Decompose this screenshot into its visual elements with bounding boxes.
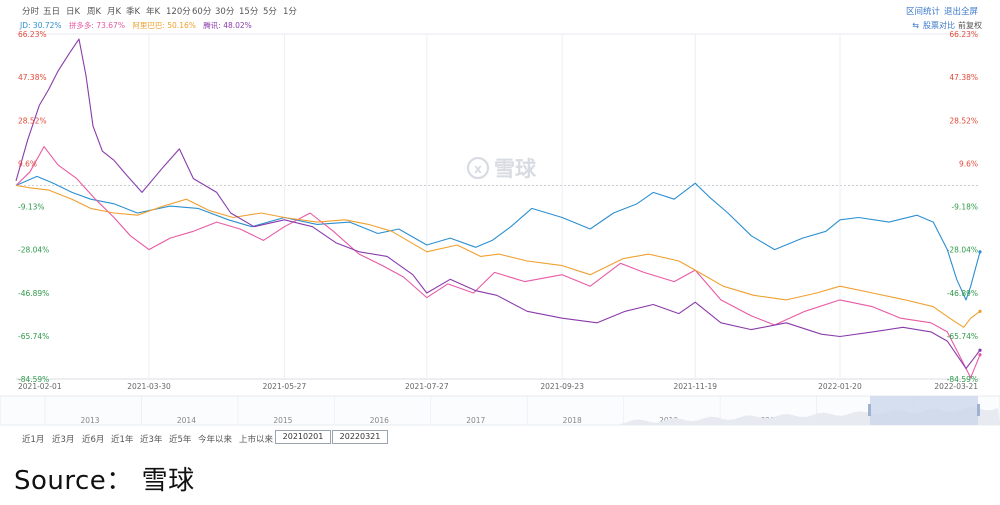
period-toolbar: 分时 五日 日K 周K 月K 季K 年K 120分 60分 30分 15分 5分… (0, 0, 1000, 17)
y-tick-right: 66.23% (949, 30, 978, 39)
comparison-chart[interactable]: x 雪球 66.23% 47.38% 28.52% 9.6% -9.13% -28.04% -… (0, 0, 1000, 428)
period-weekly[interactable]: 周K (87, 7, 102, 17)
navigator-year-label: 2016 (370, 416, 389, 425)
period-5min[interactable]: 5分 (263, 7, 277, 17)
legend-alibaba-value: 50.16% (167, 21, 196, 30)
series-end-point-0 (978, 250, 982, 254)
series-line-1 (15, 146, 981, 379)
period-60min[interactable]: 60分 (192, 7, 212, 17)
range-navigator[interactable]: 2013201420152016201720182019202020212022 (0, 395, 1000, 426)
series-end-point-2 (978, 309, 982, 313)
y-tick-right: -84.59% (947, 375, 978, 384)
grid-layer (16, 33, 980, 380)
legend-alibaba-label: 阿里巴巴 (132, 21, 163, 30)
range-1y[interactable]: 近1年 (111, 435, 134, 445)
y-tick-right: 47.38% (949, 73, 978, 82)
x-tick-label: 2021-09-23 (540, 382, 584, 391)
period-15min[interactable]: 15分 (239, 7, 259, 17)
navigator-handle-left (868, 404, 871, 416)
x-tick-label: 2021-07-27 (405, 382, 449, 391)
x-tick-label: 2021-05-27 (263, 382, 307, 391)
period-monthly[interactable]: 月K (107, 7, 122, 17)
y-tick-right: 9.6% (959, 160, 978, 169)
series-layer (15, 38, 982, 379)
period-minute[interactable]: 分时 (22, 7, 40, 17)
y-tick-left: 28.52% (18, 116, 47, 125)
range-3m[interactable]: 近3月 (52, 435, 75, 445)
navigator-year-label: 2013 (80, 416, 99, 425)
y-tick-right: -65.74% (947, 332, 978, 341)
y-tick-left: 9.6% (18, 160, 37, 169)
source-caption: Source： 雪球 (14, 466, 195, 496)
navigator-year-label: 2014 (177, 416, 196, 425)
legend-tencent-label: 腾讯 (203, 21, 219, 30)
series-end-point-1 (978, 353, 982, 357)
legend-pdd-value: 73.67% (96, 21, 125, 30)
y-tick-right: 28.52% (949, 116, 978, 125)
exit-fullscreen-link[interactable]: 退出全屏 (944, 7, 979, 17)
watermark-logo-letter: x (474, 162, 482, 176)
legend-tencent: 腾讯: 48.02% (203, 21, 252, 30)
legend-tencent-value: 48.02% (223, 21, 252, 30)
adjust-mode-select[interactable]: 前复权 (958, 21, 982, 30)
range-5y[interactable]: 近5年 (169, 435, 192, 445)
series-line-3 (15, 38, 981, 370)
series-line-0 (15, 175, 981, 301)
xueqiu-watermark: x 雪球 (466, 156, 537, 181)
range-bar: 近1月 近3月 近6月 近1年 近3年 近5年 今年以来 上市以来 202102… (0, 428, 1000, 446)
watermark-text: 雪球 (494, 157, 537, 181)
legend-pdd-label: 拼多多 (68, 21, 92, 30)
stock-compare-link[interactable]: 股票对比 (923, 21, 955, 30)
legend-jd: JD: 30.72% (20, 21, 62, 30)
x-tick-label: 2022-01-20 (818, 382, 862, 391)
y-tick-left: 47.38% (18, 73, 47, 82)
interval-stats-link[interactable]: 区间统计 (906, 7, 941, 17)
legend-pdd: 拼多多: 73.67% (68, 21, 125, 30)
y-tick-left: -84.59% (18, 375, 49, 384)
series-end-point-3 (978, 348, 982, 352)
x-tick-label: 2021-11-19 (673, 382, 717, 391)
period-5day[interactable]: 五日 (43, 7, 61, 17)
left-y-axis: 66.23% 47.38% 28.52% 9.6% -9.13% -28.04% -46.8… (18, 30, 49, 384)
period-quarterly[interactable]: 季K (126, 7, 141, 17)
x-tick-label: 2021-03-30 (127, 382, 171, 391)
stock-compare-control: ⇆ 股票对比 前复权 (912, 20, 982, 31)
y-tick-right: -46.89% (947, 289, 978, 298)
period-30min[interactable]: 30分 (215, 7, 235, 17)
x-tick-label: 2022-03-21 (934, 382, 978, 391)
navigator-year-label: 2015 (273, 416, 292, 425)
compare-icon[interactable]: ⇆ (912, 21, 919, 30)
navigator-year-label: 2017 (466, 416, 485, 425)
y-tick-left: 66.23% (18, 30, 47, 39)
range-1m[interactable]: 近1月 (22, 435, 45, 445)
y-tick-left: -65.74% (18, 332, 49, 341)
start-date-input[interactable]: 20210201 (275, 430, 331, 444)
y-tick-left: -28.04% (18, 246, 49, 255)
y-tick-left: -46.89% (18, 289, 49, 298)
navigator-selection (870, 396, 978, 425)
period-daily[interactable]: 日K (66, 7, 81, 17)
end-date-input[interactable]: 20220321 (332, 430, 388, 444)
series-line-2 (15, 184, 981, 328)
period-1min[interactable]: 1分 (283, 7, 297, 17)
legend-jd-value: 30.72% (32, 21, 62, 30)
range-3y[interactable]: 近3年 (140, 435, 163, 445)
range-ytd[interactable]: 今年以来 (198, 435, 233, 445)
range-since-ipo[interactable]: 上市以来 (239, 435, 274, 445)
y-tick-right: -28.04% (947, 246, 978, 255)
navigator-handle-right (977, 404, 980, 416)
y-tick-right: -9.18% (951, 202, 978, 211)
legend-alibaba: 阿里巴巴: 50.16% (132, 21, 196, 30)
right-y-axis: 66.23% 47.38% 28.52% 9.6% -9.18% -28.04% -46.8… (947, 30, 978, 384)
watermark-logo (466, 156, 490, 180)
navigator-year-label: 2018 (563, 416, 582, 425)
x-tick-label: 2021-02-01 (18, 382, 62, 391)
y-tick-left: -9.13% (18, 202, 45, 211)
period-120min[interactable]: 120分 (166, 7, 191, 17)
period-yearly[interactable]: 年K (146, 7, 161, 17)
x-axis: 2021-02-01 2021-03-30 2021-05-27 2021-07-27… (18, 382, 978, 391)
range-6m[interactable]: 近6月 (82, 435, 105, 445)
legend-jd-label: JD (20, 21, 28, 30)
series-legend: JD: 30.72% 拼多多: 73.67% 阿里巴巴: 50.16% 腾讯: … (20, 20, 257, 32)
